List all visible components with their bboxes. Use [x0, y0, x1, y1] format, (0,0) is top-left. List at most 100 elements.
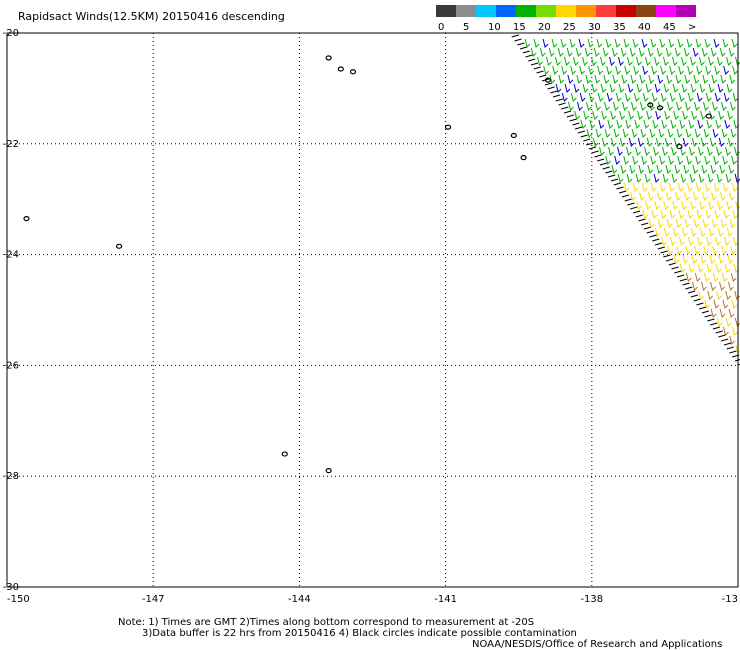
wind-barb	[695, 182, 702, 192]
wind-barb	[624, 92, 631, 102]
wind-barb	[712, 272, 719, 282]
edge-barb	[718, 334, 726, 338]
wind-barb	[705, 92, 712, 102]
wind-barb	[623, 155, 630, 165]
wind-barb	[607, 119, 614, 129]
wind-barb	[606, 92, 613, 102]
wind-barb	[688, 119, 695, 129]
edge-barb	[550, 90, 558, 94]
wind-barb	[648, 191, 654, 201]
edge-barb	[605, 170, 613, 174]
wind-barb	[578, 38, 585, 48]
wind-barb	[555, 56, 561, 66]
edge-barb	[687, 290, 696, 294]
wind-barb	[542, 38, 549, 48]
wind-barb	[693, 74, 700, 84]
wind-barb	[628, 137, 635, 147]
legend-label: 15	[513, 22, 526, 33]
wind-barb	[635, 146, 641, 156]
wind-barb	[703, 128, 710, 138]
wind-barb	[698, 173, 705, 183]
wind-barb	[618, 83, 625, 93]
wind-barb	[683, 164, 690, 174]
y-tick-label: -26	[3, 360, 19, 371]
edge-barb	[652, 238, 660, 242]
wind-barb	[652, 119, 659, 129]
color-swatch	[576, 5, 597, 17]
wind-barb	[549, 74, 556, 84]
wind-barb	[699, 56, 705, 66]
wind-barb	[731, 299, 738, 309]
edge-barb	[696, 302, 704, 306]
wind-barb	[609, 56, 615, 66]
edge-barb	[726, 346, 734, 350]
x-tick-label: -147	[142, 594, 165, 605]
color-swatch	[656, 5, 677, 17]
wind-barb	[585, 74, 592, 84]
wind-barb	[717, 83, 724, 93]
edge-barb	[693, 298, 701, 302]
wind-barb	[727, 137, 734, 147]
wind-barb	[643, 119, 650, 129]
wind-barb	[660, 209, 667, 219]
edge-barb	[536, 70, 544, 74]
wind-barb	[657, 191, 663, 201]
wind-barb	[693, 191, 699, 201]
color-swatch	[616, 5, 637, 17]
wind-barb	[690, 83, 697, 93]
color-legend: 0 5 10 15 20 25 30 35 40 45 >50 knots	[436, 5, 696, 33]
edge-barb	[555, 98, 563, 102]
edge-barb	[638, 218, 646, 222]
wind-barb	[614, 38, 621, 48]
edge-barb	[649, 234, 657, 238]
wind-barb	[694, 245, 701, 255]
wind-barb	[671, 173, 678, 183]
grid-lines	[7, 33, 738, 587]
wind-barb	[564, 56, 570, 66]
wind-barb	[671, 146, 677, 156]
wind-barb	[648, 218, 655, 228]
wind-barb	[620, 47, 627, 57]
wind-barb	[564, 83, 571, 93]
wind-barb	[656, 164, 663, 174]
wind-barb	[694, 272, 701, 282]
wind-barb	[637, 137, 644, 147]
wind-barb	[696, 65, 703, 75]
wind-barb	[709, 137, 716, 147]
wind-barb	[711, 218, 718, 228]
wind-barb	[724, 236, 730, 246]
wind-barb	[640, 101, 646, 111]
wind-barb	[580, 119, 587, 129]
wind-barb	[667, 101, 673, 111]
wind-barb	[593, 47, 600, 57]
island-marker	[325, 468, 332, 474]
edge-barb	[563, 110, 572, 114]
wind-barb	[687, 209, 694, 219]
color-swatch	[456, 5, 477, 17]
wind-barb	[611, 164, 618, 174]
wind-barb	[579, 92, 586, 102]
edge-barb	[707, 318, 715, 322]
wind-barb	[731, 182, 738, 192]
island-marker	[444, 124, 452, 130]
wind-barb	[680, 146, 686, 156]
wind-barb	[719, 308, 726, 318]
wind-barb	[702, 218, 709, 228]
edge-barb	[660, 250, 668, 254]
wind-barb	[719, 281, 725, 291]
wind-barb	[730, 245, 737, 255]
wind-barb	[695, 38, 702, 48]
wind-barb	[664, 110, 671, 120]
wind-barb	[624, 65, 631, 75]
wind-barb	[703, 101, 709, 111]
color-swatch	[436, 5, 457, 17]
wind-barb	[701, 281, 707, 291]
tick-labels: -150 -147 -144 -141 -138 -13 -20 -22 -24 -26 -28 -3…	[3, 28, 738, 605]
wind-barb	[660, 92, 667, 102]
edge-barb	[514, 38, 522, 42]
edge-barb	[635, 214, 643, 218]
edge-barb	[657, 246, 665, 250]
wind-barb	[672, 200, 679, 210]
wind-barb	[636, 56, 642, 66]
wind-barb	[582, 83, 589, 93]
